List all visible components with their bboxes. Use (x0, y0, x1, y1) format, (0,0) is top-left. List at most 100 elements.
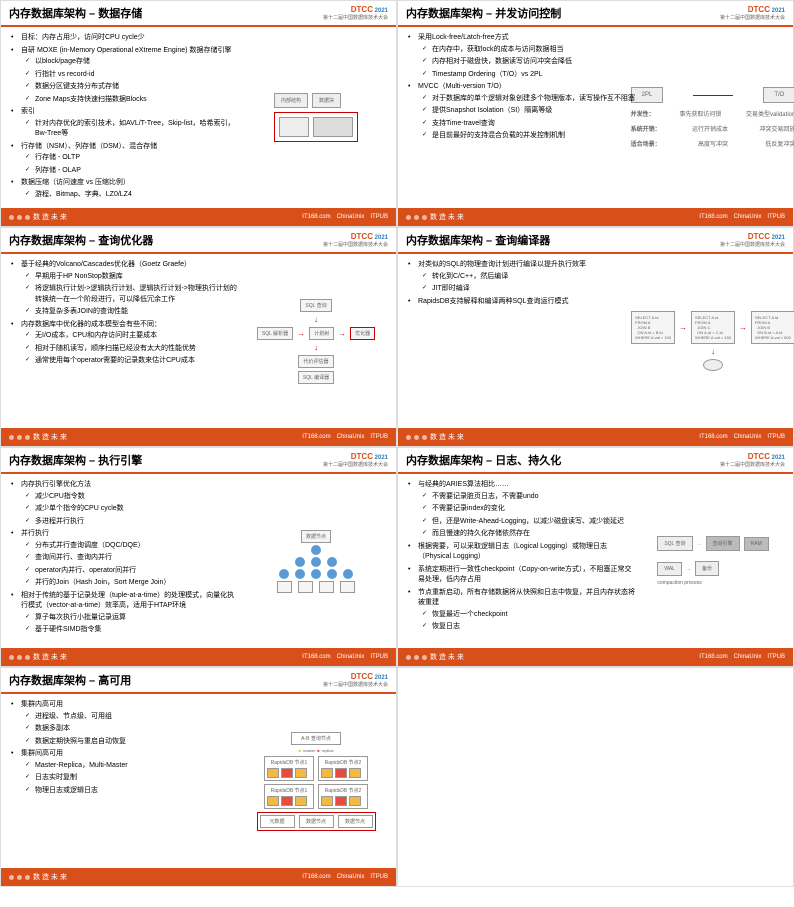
diagram-storage: 内部结构数据块 (246, 33, 386, 202)
sub-bullet: 转化到C/C++，然后编译 (422, 272, 637, 283)
sub-bullet: 以block/page存储 (25, 57, 240, 68)
logo-name: DTCC (351, 5, 373, 14)
bullet: 索引针对内存优化的索引技术，如AVL/T-Tree，Skip-list，哈希索引… (11, 107, 240, 140)
logo: DTCC 2021第十二届中国数据库技术大会 (323, 232, 388, 248)
footer-right: IT168.comChinaUnixITPUB (302, 214, 388, 220)
sponsor: ChinaUnix (734, 214, 762, 220)
sponsor: ChinaUnix (337, 654, 365, 660)
sponsor: ITPUB (767, 434, 785, 440)
slide-header: 内存数据库架构 – 并发访问控制DTCC 2021第十二届中国数据库技术大会 (398, 1, 793, 27)
footer-left: 数 造 未 来 (406, 432, 464, 442)
sponsor: IT168.com (302, 434, 330, 440)
bullet: 目标：内存占用少，访问时CPU cycle少 (11, 33, 240, 44)
sub-bullet: 通常使用每个operator需要的记录数来估计CPU成本 (25, 356, 240, 367)
slide-header: 内存数据库架构 – 日志、持久化DTCC 2021第十二届中国数据库技术大会 (398, 448, 793, 474)
sponsor: ChinaUnix (337, 434, 365, 440)
footer-right: IT168.com ChinaUnix ITPUB (302, 434, 388, 440)
content: 目标：内存占用少，访问时CPU cycle少自研 MOXE (in-Memory… (11, 33, 240, 202)
slide-body: 采用Lock-free/Latch-free方式在内存中，获取lock的成本与访… (398, 27, 793, 208)
bullet-text: 节点重新启动，所有存储数据将从快照和日志中恢复，并且内存状态将被重建 (418, 589, 635, 607)
empty-slot (397, 667, 794, 887)
content: 采用Lock-free/Latch-free方式在内存中，获取lock的成本与访… (408, 33, 637, 202)
sponsor: ITPUB (370, 434, 388, 440)
slide-body: 基于经典的Volcano/Cascades优化器（Goetz Graefe）早期… (1, 254, 396, 428)
footer-slogan: 数 造 未 来 (33, 652, 67, 662)
sub-bullet: 减少CPU指令数 (25, 492, 240, 503)
content: 内存执行引擎优化方法减少CPU指令数减少单个指令的CPU cycle数多进程并行… (11, 480, 240, 642)
bullet-text: 并行执行 (21, 530, 49, 537)
sub-bullet: 恢复最近一个checkpoint (422, 610, 637, 621)
diagram-log: SQL 查询→查询引擎RAMWAL→备份compaction process (643, 480, 783, 642)
bullet-text: 索引 (21, 108, 35, 115)
sub-bullet: 无I/O成本，CPU和内存访问时主要成本 (25, 331, 240, 342)
sub-bullet: 行存储 - OLTP (25, 153, 240, 164)
bullet-text: 自研 MOXE (in-Memory Operational eXtreme E… (21, 47, 231, 54)
logo: DTCC 2021第十二届中国数据库技术大会 (323, 672, 388, 688)
sub-bullet: 并行的Join（Hash Join，Sort Merge Join） (25, 578, 240, 589)
bullet-text: 内存数据库中优化器的成本模型会有些不同： (21, 321, 161, 328)
sub-bullet: 是目前最好的支持混合负载的并发控制机制 (422, 131, 637, 142)
footer-right: IT168.comChinaUnixITPUB (699, 654, 785, 660)
bullet: 采用Lock-free/Latch-free方式在内存中，获取lock的成本与访… (408, 33, 637, 80)
logo-name: DTCC (748, 232, 770, 241)
slide-body: 对类似的SQL的物理查询计划进行编译以提升执行效率转化到C/C++，然后编译JI… (398, 254, 793, 428)
bullet-text: 系统定期进行一致性checkpoint（Copy-on-write方式），不阻塞… (418, 566, 632, 584)
bullet-text: 内存执行引擎优化方法 (21, 481, 91, 488)
sub-bullet: 恢复日志 (422, 622, 637, 633)
bullet: 节点重新启动，所有存储数据将从快照和日志中恢复，并且内存状态将被重建恢复最近一个… (408, 588, 637, 633)
sub-bullet: 算子每次执行小批量记录运算 (25, 613, 240, 624)
slide-body: 内存执行引擎优化方法减少CPU指令数减少单个指令的CPU cycle数多进程并行… (1, 474, 396, 648)
slide-footer: 数 造 未 来IT168.comChinaUnixITPUB (1, 648, 396, 666)
sub-bullet: 在内存中，获取lock的成本与访问数据相当 (422, 45, 637, 56)
slide-5: 内存数据库架构 – 日志、持久化DTCC 2021第十二届中国数据库技术大会与经… (397, 447, 794, 667)
sub-bullet: 日志实时复制 (25, 773, 240, 784)
footer-slogan: 数 造 未 来 (33, 872, 67, 882)
sub-bullet: 数据分区键支持分布式存储 (25, 82, 240, 93)
footer-left: 数 造 未 来 (9, 432, 67, 442)
sponsor: ITPUB (767, 214, 785, 220)
diagram-optimizer: SQL 查询↓SQL 解析器→计划树→优化器↓代价评估器SQL 编译器 (246, 260, 386, 422)
sub-bullet: 针对内存优化的索引技术，如AVL/T-Tree，Skip-list，哈希索引，B… (25, 119, 240, 140)
sub-bullet: Timestamp Ordering（T/O）vs 2PL (422, 70, 637, 81)
content: 基于经典的Volcano/Cascades优化器（Goetz Graefe）早期… (11, 260, 240, 422)
sub-bullet: 内存相对于磁盘快，数据读写访问冲突会降低 (422, 57, 637, 68)
slide-4: 内存数据库架构 – 执行引擎DTCC 2021第十二届中国数据库技术大会内存执行… (0, 447, 397, 667)
bullet: 对类似的SQL的物理查询计划进行编译以提升执行效率转化到C/C++，然后编译JI… (408, 260, 637, 295)
bullet: 内存执行引擎优化方法减少CPU指令数减少单个指令的CPU cycle数多进程并行… (11, 480, 240, 527)
footer-left: 数 造 未 来 (9, 872, 67, 882)
content: 与经典的ARIES算法相比……不需要记录脏页日志，不需要undo不需要记录ind… (408, 480, 637, 642)
sub-bullet: 行指针 vs record-id (25, 70, 240, 81)
footer-right: IT168.comChinaUnixITPUB (699, 214, 785, 220)
diagram-compiler: SELECT A.id FROM A JOIN B ON A.id = B.id… (643, 260, 783, 422)
slide-body: 集群内高可用进程级、节点级、可用组数据多副本数据定期快照与重启自动恢复集群间高可… (1, 694, 396, 868)
slide-title: 内存数据库架构 – 高可用 (9, 672, 131, 688)
logo: DTCC 2021第十二届中国数据库技术大会 (323, 5, 388, 21)
sponsor: ChinaUnix (734, 654, 762, 660)
bullet-text: 基于经典的Volcano/Cascades优化器（Goetz Graefe） (21, 261, 191, 268)
bullet: 集群间高可用Master-Replica，Multi-Master日志实时复制物… (11, 749, 240, 796)
logo-name: DTCC (351, 672, 373, 681)
slide-footer: 数 造 未 来IT168.comChinaUnixITPUB (398, 428, 793, 446)
logo-subtitle: 第十二届中国数据库技术大会 (720, 461, 785, 468)
slide-title: 内存数据库架构 – 日志、持久化 (406, 452, 561, 468)
sub-bullet: 分布式并行查询调度（DQC/DQE） (25, 541, 240, 552)
slide-title: 内存数据库架构 – 并发访问控制 (406, 5, 561, 21)
footer-right: IT168.comChinaUnixITPUB (302, 874, 388, 880)
diagram-tree: 数据节点 (246, 480, 386, 642)
footer-slogan: 数 造 未 来 (33, 212, 67, 222)
sub-bullet: operator内并行、operator间并行 (25, 566, 240, 577)
sub-bullet: 物理日志或逻辑日志 (25, 786, 240, 797)
slide-footer: 数 造 未 来 IT168.com ChinaUnix ITPUB (1, 428, 396, 446)
slide-footer: 数 造 未 来 IT168.comChinaUnixITPUB (1, 208, 396, 226)
sub-bullet: Zone Maps支持快速扫描数据Blocks (25, 95, 240, 106)
logo-name: DTCC (351, 452, 373, 461)
sponsor: IT168.com (302, 874, 330, 880)
bullet-text: 集群内高可用 (21, 701, 63, 708)
logo-subtitle: 第十二届中国数据库技术大会 (720, 241, 785, 248)
content: 对类似的SQL的物理查询计划进行编译以提升执行效率转化到C/C++，然后编译JI… (408, 260, 637, 422)
bullet: 并行执行分布式并行查询调度（DQC/DQE）查询间并行、查询内并行operato… (11, 529, 240, 589)
sub-bullet: 不需要记录脏页日志，不需要undo (422, 492, 637, 503)
bullet: RapidsDB支持解释和编译两种SQL查询运行模式 (408, 297, 637, 308)
sponsor: ITPUB (370, 874, 388, 880)
logo: DTCC 2021第十二届中国数据库技术大会 (323, 452, 388, 468)
